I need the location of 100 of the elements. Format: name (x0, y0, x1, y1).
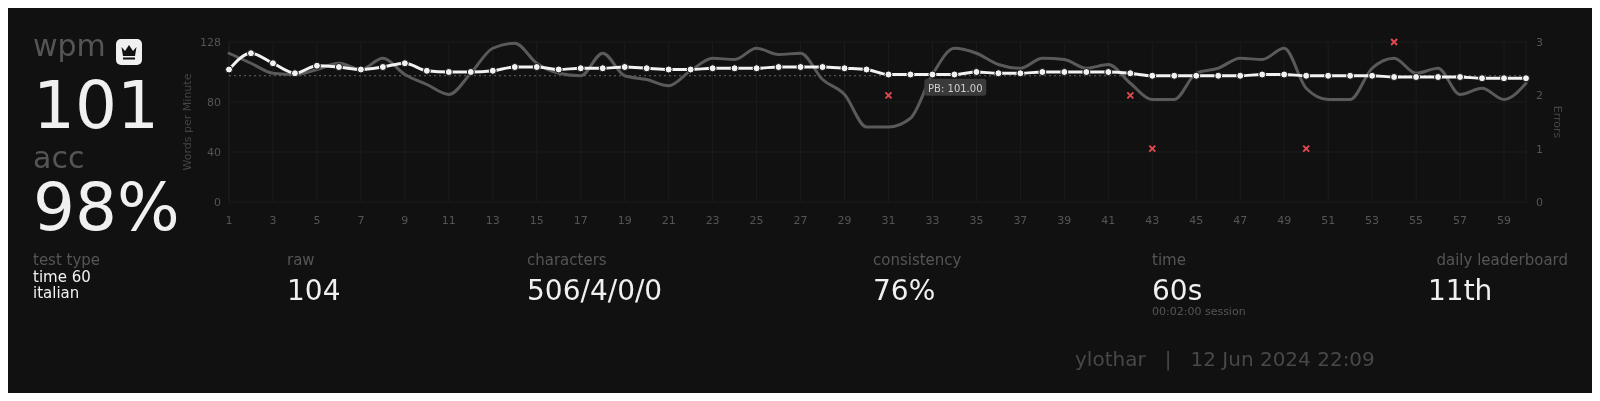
y2-tick-label: 2 (1536, 89, 1543, 103)
point (664, 65, 673, 74)
x-tick-label: 41 (1101, 214, 1116, 227)
point (1412, 73, 1421, 81)
line-series (227, 41, 1528, 129)
y2-tick-label: 1 (1536, 142, 1543, 156)
x-tick-label: 55 (1409, 214, 1424, 227)
point (1104, 68, 1113, 76)
x-tick-label: 31 (881, 214, 896, 227)
x-tick-label: 19 (617, 214, 632, 227)
point (730, 64, 739, 73)
y-tick-label: 40 (207, 146, 221, 159)
x-tick-label: 53 (1365, 214, 1380, 227)
x-tick-label: 49 (1277, 214, 1292, 227)
point (774, 63, 783, 71)
point (510, 63, 519, 71)
x-tick-label: 3 (269, 214, 277, 227)
text: 60s (1152, 274, 1203, 307)
point (1456, 73, 1465, 81)
x-tick-label: 43 (1145, 214, 1160, 227)
point (1170, 71, 1179, 80)
point (994, 69, 1003, 78)
x-tick-label: 51 (1321, 214, 1336, 227)
point (928, 70, 937, 79)
text: italian (33, 284, 80, 302)
point (598, 64, 607, 73)
point (1434, 73, 1443, 81)
y-tick-label: 80 (207, 96, 221, 109)
point (840, 64, 849, 73)
x-tick-label: 5 (313, 214, 321, 227)
x-tick-label: 35 (969, 214, 984, 227)
point (708, 64, 717, 73)
point (884, 91, 893, 100)
y2-tick-label: 3 (1536, 36, 1543, 49)
point (290, 69, 299, 78)
x-tick-label: 1 (225, 214, 233, 227)
x-tick-label: 23 (705, 214, 720, 227)
x-tick-label: 47 (1233, 214, 1248, 227)
x-tick-label: 45 (1189, 214, 1204, 227)
point (642, 64, 651, 73)
point (400, 59, 409, 68)
point (268, 59, 277, 68)
x-tick-label: 57 (1453, 214, 1468, 227)
point (576, 64, 585, 73)
text: 76% (873, 274, 936, 307)
point (1280, 70, 1289, 79)
point (488, 66, 497, 75)
x-tick-label: 29 (837, 214, 852, 227)
point (1016, 69, 1025, 78)
x-tick-label: 33 (925, 214, 940, 227)
text: wpm (33, 28, 106, 63)
point (1126, 69, 1135, 78)
point (862, 65, 871, 74)
point (1148, 71, 1157, 80)
x-tick-label: 17 (573, 214, 588, 227)
x-tick-label: 15 (529, 214, 544, 227)
y-tick-label: 0 (214, 196, 221, 209)
text: 11th (1428, 274, 1493, 307)
point (444, 68, 453, 76)
x-tick-label: 21 (661, 214, 676, 227)
text: time 60 (33, 268, 91, 286)
point (1324, 71, 1333, 80)
point (422, 66, 431, 75)
point (950, 70, 959, 79)
point (1148, 144, 1157, 153)
x-tick-label: 7 (357, 214, 365, 227)
text: daily leaderboard (1436, 251, 1568, 269)
point (246, 49, 255, 58)
point (1478, 74, 1487, 83)
point (1346, 71, 1355, 80)
point (1236, 71, 1245, 80)
point (532, 63, 541, 71)
x-tick-label: 27 (793, 214, 808, 227)
text: test type (33, 251, 101, 269)
point (554, 65, 563, 74)
ref-line-label: PB: 101.00 (928, 82, 983, 94)
point (1214, 71, 1223, 80)
point (884, 70, 893, 79)
point (1368, 71, 1377, 80)
y-tick-label: 128 (200, 36, 221, 49)
y2-tick-label: 0 (1536, 196, 1543, 209)
x-tick-label: 39 (1057, 214, 1072, 227)
text: 506/4/0/0 (527, 274, 663, 307)
point (378, 63, 387, 71)
point (972, 68, 981, 76)
point (1060, 68, 1069, 76)
text: 104 (287, 274, 341, 307)
point (686, 65, 695, 74)
point (818, 63, 827, 71)
point (1038, 68, 1047, 76)
point (1082, 68, 1091, 76)
point (752, 64, 761, 73)
point (906, 70, 915, 79)
point (620, 63, 629, 71)
point (356, 65, 365, 74)
point (1258, 70, 1267, 79)
point (796, 63, 805, 71)
x-tick-label: 13 (485, 214, 500, 227)
text: time (1152, 251, 1186, 269)
text: characters (527, 251, 607, 269)
